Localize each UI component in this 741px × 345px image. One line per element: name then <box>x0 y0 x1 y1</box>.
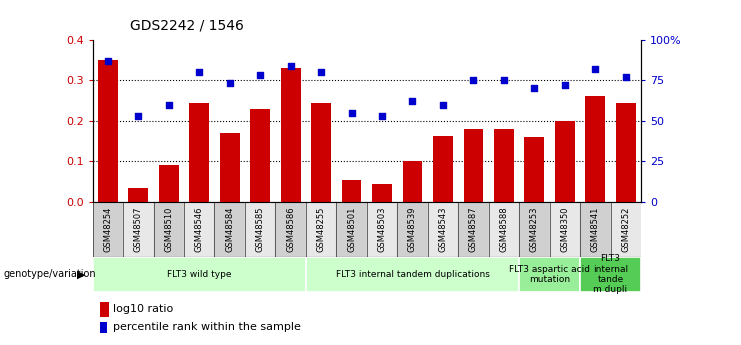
Point <box>102 58 114 63</box>
Bar <box>336 202 367 257</box>
Text: GSM48350: GSM48350 <box>560 206 569 252</box>
Point <box>163 102 175 107</box>
Bar <box>93 257 306 292</box>
Bar <box>464 129 483 202</box>
Point <box>528 86 540 91</box>
Bar <box>250 109 270 202</box>
Bar <box>580 202 611 257</box>
Bar <box>611 202 641 257</box>
Bar <box>190 102 209 202</box>
Text: percentile rank within the sample: percentile rank within the sample <box>113 323 302 332</box>
Bar <box>306 257 519 292</box>
Point <box>224 81 236 86</box>
Bar <box>214 202 245 257</box>
Point <box>285 63 296 68</box>
Bar <box>342 179 362 202</box>
Text: GSM48543: GSM48543 <box>439 206 448 252</box>
Bar <box>367 202 397 257</box>
Text: GSM48588: GSM48588 <box>499 206 508 252</box>
Text: genotype/variation: genotype/variation <box>4 269 96 279</box>
Text: GSM48510: GSM48510 <box>165 206 173 252</box>
Bar <box>153 202 184 257</box>
Bar <box>428 202 458 257</box>
Text: GSM48585: GSM48585 <box>256 206 265 252</box>
Bar <box>276 202 306 257</box>
Bar <box>128 188 148 202</box>
Point <box>589 66 601 72</box>
Bar <box>123 202 153 257</box>
Point <box>376 113 388 119</box>
Text: GSM48252: GSM48252 <box>621 206 631 252</box>
Point <box>193 69 205 75</box>
Text: GDS2242 / 1546: GDS2242 / 1546 <box>130 19 244 33</box>
Bar <box>397 202 428 257</box>
Bar <box>519 257 580 292</box>
Text: FLT3 aspartic acid
mutation: FLT3 aspartic acid mutation <box>509 265 590 284</box>
Bar <box>220 133 239 202</box>
Bar <box>159 165 179 202</box>
Bar <box>458 202 488 257</box>
Text: log10 ratio: log10 ratio <box>113 305 173 314</box>
Point <box>498 77 510 83</box>
Point <box>133 113 144 119</box>
Bar <box>494 129 514 202</box>
Text: GSM48541: GSM48541 <box>591 206 599 252</box>
Bar <box>616 102 636 202</box>
Bar <box>245 202 276 257</box>
Bar <box>525 137 544 202</box>
Text: GSM48254: GSM48254 <box>103 206 113 252</box>
Point <box>345 110 357 115</box>
Text: GSM48586: GSM48586 <box>286 206 295 252</box>
Text: FLT3 wild type: FLT3 wild type <box>167 270 231 279</box>
Text: GSM48253: GSM48253 <box>530 206 539 252</box>
Text: GSM48539: GSM48539 <box>408 206 417 252</box>
Bar <box>372 184 392 202</box>
Bar <box>555 121 575 202</box>
Text: GSM48587: GSM48587 <box>469 206 478 252</box>
Point <box>468 77 479 83</box>
Bar <box>580 257 641 292</box>
Point <box>559 82 571 88</box>
Text: GSM48546: GSM48546 <box>195 206 204 252</box>
Text: GSM48501: GSM48501 <box>347 206 356 252</box>
Bar <box>93 202 123 257</box>
Bar <box>184 202 214 257</box>
Text: GSM48584: GSM48584 <box>225 206 234 252</box>
Bar <box>433 136 453 202</box>
Bar <box>550 202 580 257</box>
Bar <box>98 60 118 202</box>
Text: GSM48255: GSM48255 <box>316 206 325 252</box>
Bar <box>281 68 301 202</box>
Point <box>619 74 631 80</box>
Text: ▶: ▶ <box>77 269 85 279</box>
Point <box>437 102 449 107</box>
Point <box>315 69 327 75</box>
Text: FLT3 internal tandem duplications: FLT3 internal tandem duplications <box>336 270 489 279</box>
Bar <box>488 202 519 257</box>
Bar <box>311 102 331 202</box>
Bar <box>519 202 550 257</box>
Bar <box>306 202 336 257</box>
Point <box>407 99 419 104</box>
Point <box>254 72 266 78</box>
Text: FLT3
internal
tande
m dupli: FLT3 internal tande m dupli <box>593 254 628 294</box>
Bar <box>402 161 422 202</box>
Bar <box>585 96 605 202</box>
Text: GSM48503: GSM48503 <box>377 206 387 252</box>
Text: GSM48507: GSM48507 <box>134 206 143 252</box>
